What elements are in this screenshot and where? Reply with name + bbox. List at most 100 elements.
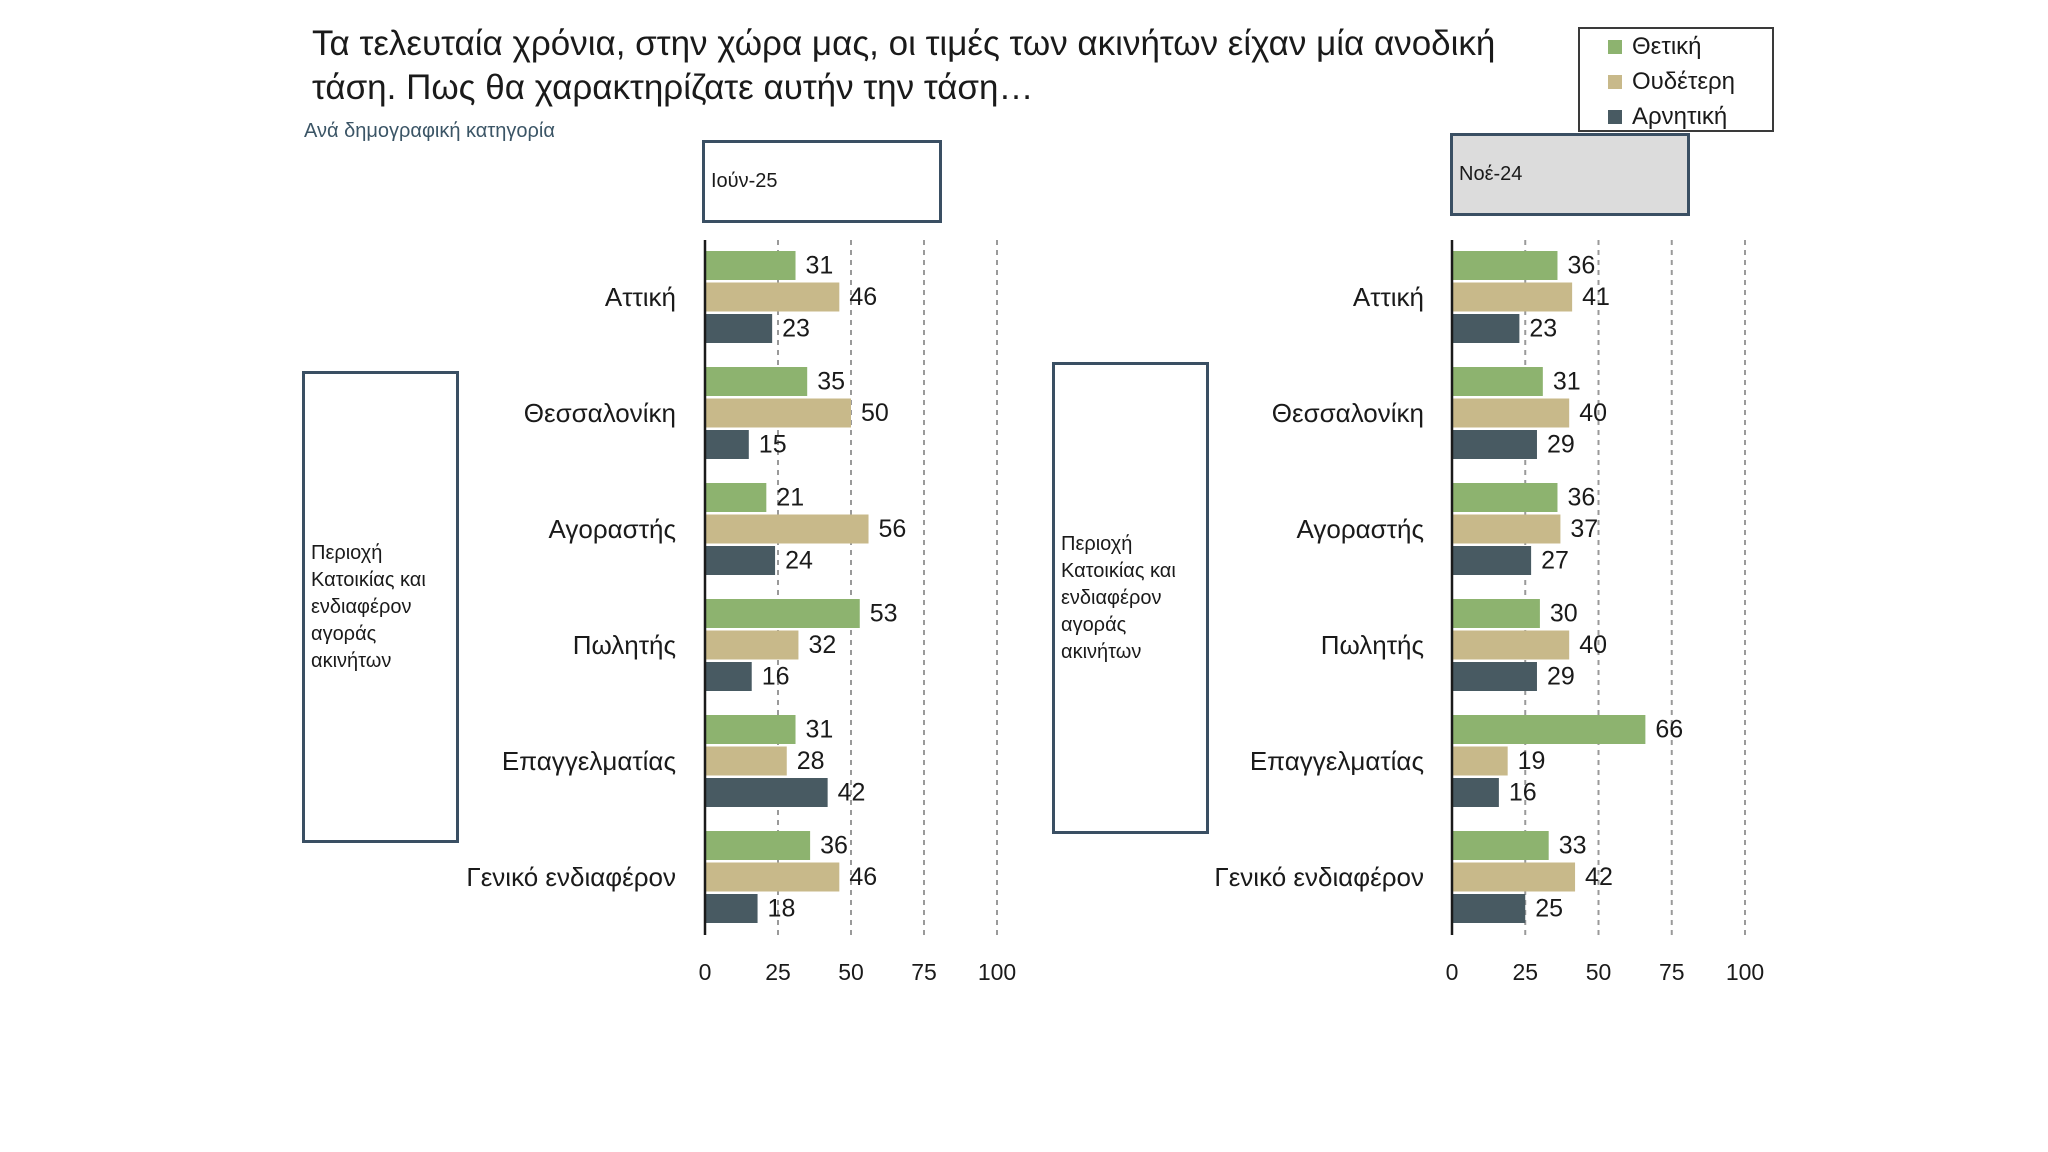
bar-jun25-1-0 bbox=[705, 367, 808, 396]
bar-nov24-1-1 bbox=[1452, 398, 1570, 428]
category-label-nov24: Αγοραστής bbox=[1297, 514, 1424, 544]
group-box-right: Περιοχή Κατοικίας και ενδιαφέρον αγοράς … bbox=[1052, 362, 1209, 834]
group-box-left: Περιοχή Κατοικίας και ενδιαφέρον αγοράς … bbox=[302, 371, 459, 843]
bar-jun25-4-1 bbox=[705, 746, 787, 776]
data-label-jun25: 50 bbox=[861, 399, 889, 427]
data-label-jun25: 46 bbox=[849, 283, 877, 311]
bar-jun25-1-2 bbox=[705, 430, 749, 459]
data-label-jun25: 31 bbox=[806, 252, 834, 280]
chart-subtitle: Ανά δημογραφική κατηγορία bbox=[304, 120, 555, 142]
data-label-jun25: 46 bbox=[849, 863, 877, 891]
legend-swatch-neutral bbox=[1608, 75, 1622, 89]
bar-jun25-3-2 bbox=[705, 662, 752, 691]
data-label-jun25: 36 bbox=[820, 832, 848, 860]
bar-nov24-5-0 bbox=[1452, 831, 1549, 860]
group-box-label: Περιοχή Κατοικίας και ενδιαφέρον αγοράς … bbox=[311, 541, 426, 672]
bar-nov24-2-0 bbox=[1452, 483, 1558, 512]
chart-title: Τα τελευταία χρόνια, στην χώρα μας, οι τ… bbox=[312, 24, 1496, 107]
legend-item-positive: Θετική bbox=[1608, 31, 1702, 63]
bar-jun25-5-0 bbox=[705, 831, 811, 860]
bar-nov24-4-2 bbox=[1452, 778, 1499, 807]
bar-jun25-0-2 bbox=[705, 314, 773, 343]
data-label-jun25: 42 bbox=[838, 779, 866, 807]
data-label-nov24: 19 bbox=[1518, 747, 1546, 775]
data-label-nov24: 29 bbox=[1547, 663, 1575, 691]
category-label-jun25: Πωλητής bbox=[573, 630, 676, 660]
category-label-jun25: Γενικό ενδιαφέρον bbox=[466, 862, 676, 892]
bar-jun25-3-1 bbox=[705, 630, 799, 660]
data-label-jun25: 23 bbox=[782, 315, 810, 343]
panel-tag-jun25: Ιούν-25 bbox=[702, 140, 942, 223]
category-label-jun25: Θεσσαλονίκη bbox=[524, 398, 676, 428]
data-label-nov24: 25 bbox=[1535, 895, 1563, 923]
data-label-jun25: 15 bbox=[759, 431, 787, 459]
data-label-jun25: 28 bbox=[797, 747, 825, 775]
data-label-jun25: 56 bbox=[879, 515, 907, 543]
bar-nov24-0-0 bbox=[1452, 251, 1558, 280]
category-label-nov24: Επαγγελματίας bbox=[1250, 746, 1424, 776]
panel-tag-label: Ιούν-25 bbox=[711, 170, 778, 192]
bar-nov24-0-2 bbox=[1452, 314, 1520, 343]
data-label-nov24: 16 bbox=[1509, 779, 1537, 807]
data-label-nov24: 36 bbox=[1567, 252, 1595, 280]
legend-item-negative: Αρνητική bbox=[1608, 101, 1727, 133]
data-label-jun25: 53 bbox=[870, 600, 898, 628]
data-label-nov24: 27 bbox=[1541, 547, 1569, 575]
data-label-nov24: 30 bbox=[1550, 600, 1578, 628]
bar-nov24-0-1 bbox=[1452, 282, 1573, 312]
x-tick-label-nov24: 50 bbox=[1586, 959, 1612, 985]
bar-jun25-0-1 bbox=[705, 282, 840, 312]
x-tick-label-jun25: 25 bbox=[765, 959, 791, 985]
bar-jun25-2-1 bbox=[705, 514, 869, 544]
bar-nov24-4-0 bbox=[1452, 715, 1646, 744]
data-label-jun25: 31 bbox=[806, 716, 834, 744]
data-label-nov24: 41 bbox=[1582, 283, 1610, 311]
bar-nov24-3-0 bbox=[1452, 599, 1540, 628]
category-label-nov24: Πωλητής bbox=[1321, 630, 1424, 660]
bar-jun25-4-0 bbox=[705, 715, 796, 744]
x-tick-label-jun25: 50 bbox=[838, 959, 864, 985]
data-label-jun25: 21 bbox=[776, 484, 804, 512]
x-tick-label-nov24: 75 bbox=[1659, 959, 1685, 985]
panel-tag-nov24: Νοέ-24 bbox=[1450, 133, 1690, 216]
legend-swatch-positive bbox=[1608, 40, 1622, 54]
category-label-nov24: Γενικό ενδιαφέρον bbox=[1214, 862, 1424, 892]
data-label-nov24: 29 bbox=[1547, 431, 1575, 459]
bar-jun25-1-1 bbox=[705, 398, 851, 428]
bar-nov24-3-1 bbox=[1452, 630, 1570, 660]
data-label-nov24: 33 bbox=[1559, 832, 1587, 860]
bar-nov24-2-1 bbox=[1452, 514, 1561, 544]
bar-nov24-5-1 bbox=[1452, 862, 1576, 892]
legend-label-neutral: Ουδέτερη bbox=[1632, 68, 1736, 95]
bar-jun25-5-2 bbox=[705, 894, 758, 923]
bar-jun25-0-0 bbox=[705, 251, 796, 280]
x-tick-label-jun25: 100 bbox=[978, 959, 1016, 985]
bar-jun25-5-1 bbox=[705, 862, 840, 892]
data-label-nov24: 31 bbox=[1553, 368, 1581, 396]
bar-nov24-2-2 bbox=[1452, 546, 1532, 575]
group-box-label: Περιοχή Κατοικίας και ενδιαφέρον αγοράς … bbox=[1061, 532, 1176, 663]
data-label-nov24: 66 bbox=[1655, 716, 1683, 744]
category-label-jun25: Αγοραστής bbox=[549, 514, 676, 544]
x-tick-label-jun25: 75 bbox=[911, 959, 937, 985]
bar-jun25-4-2 bbox=[705, 778, 828, 807]
category-label-jun25: Αττική bbox=[605, 282, 676, 312]
panel-tag-label: Νοέ-24 bbox=[1459, 163, 1523, 185]
data-label-nov24: 23 bbox=[1529, 315, 1557, 343]
data-label-nov24: 40 bbox=[1579, 631, 1607, 659]
category-label-nov24: Αττική bbox=[1353, 282, 1424, 312]
bar-jun25-2-2 bbox=[705, 546, 776, 575]
data-label-jun25: 32 bbox=[808, 631, 836, 659]
data-label-jun25: 24 bbox=[785, 547, 813, 575]
data-label-nov24: 42 bbox=[1585, 863, 1613, 891]
data-label-nov24: 36 bbox=[1567, 484, 1595, 512]
bar-nov24-1-0 bbox=[1452, 367, 1543, 396]
legend-label-positive: Θετική bbox=[1632, 33, 1702, 60]
legend-swatch-negative bbox=[1608, 110, 1622, 124]
data-label-nov24: 37 bbox=[1570, 515, 1598, 543]
data-label-jun25: 16 bbox=[762, 663, 790, 691]
category-label-nov24: Θεσσαλονίκη bbox=[1272, 398, 1424, 428]
data-label-jun25: 18 bbox=[768, 895, 796, 923]
category-label-jun25: Επαγγελματίας bbox=[502, 746, 676, 776]
